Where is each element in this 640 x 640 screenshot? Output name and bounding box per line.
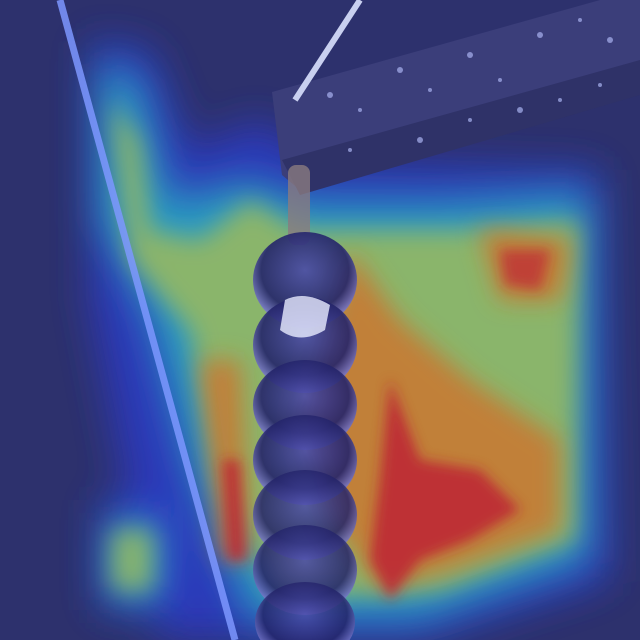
insulator-connector [288,165,310,245]
diagonal-wire [56,0,239,640]
insulator-disc [255,582,355,640]
steel-cable [292,0,363,102]
heat-red-layer [222,250,550,600]
steel-beam [272,0,640,195]
insulator-string [253,232,357,640]
